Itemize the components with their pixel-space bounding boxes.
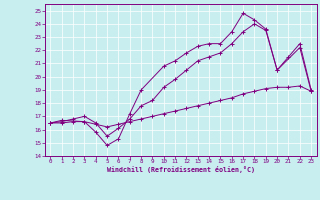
X-axis label: Windchill (Refroidissement éolien,°C): Windchill (Refroidissement éolien,°C)	[107, 166, 255, 173]
